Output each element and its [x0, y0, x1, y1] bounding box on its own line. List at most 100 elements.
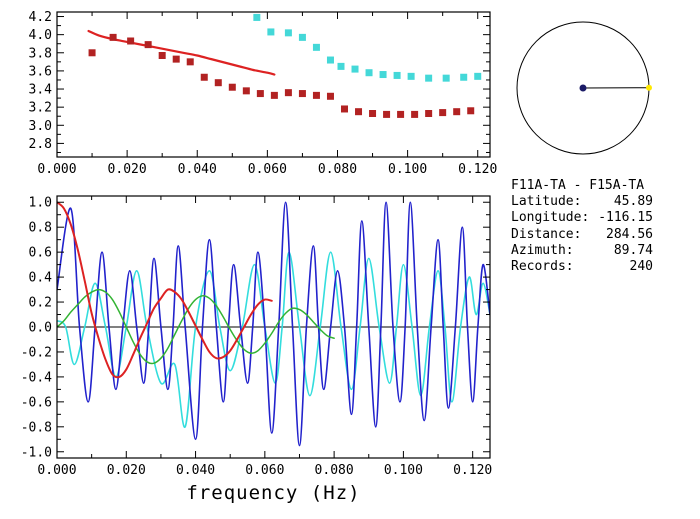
measured-dispersion-squares-marker: [298, 90, 306, 98]
reference-dispersion-squares-marker: [407, 72, 415, 80]
info-label-longitude: Longitude:: [511, 210, 590, 226]
reference-dispersion-squares-marker: [253, 13, 261, 21]
raw-coherency-blue: [57, 201, 490, 447]
measured-dispersion-squares-marker: [284, 89, 292, 97]
correlation-x-tick: 0.080: [315, 463, 354, 478]
reference-dispersion-squares-marker: [284, 29, 292, 37]
measured-dispersion-squares-marker: [109, 33, 117, 41]
info-row-records: Records: 240: [511, 259, 653, 275]
reference-station-dot: [579, 84, 587, 92]
measured-dispersion-squares-marker: [453, 108, 461, 116]
dispersion-x-tick: 0.120: [458, 162, 497, 177]
correlation-y-tick: 1.0: [29, 196, 52, 211]
info-value-distance: 284.56: [606, 226, 653, 242]
measured-dispersion-squares-marker: [411, 110, 419, 118]
measured-dispersion-squares-marker: [340, 105, 348, 113]
measured-dispersion-squares-marker: [256, 90, 264, 98]
measured-dispersion-squares-marker: [88, 49, 96, 57]
measured-dispersion-squares-marker: [127, 37, 135, 45]
correlation-x-tick: 0.060: [245, 463, 284, 478]
info-row-latitude: Latitude: 45.89: [511, 194, 653, 210]
reference-dispersion-squares-marker: [365, 69, 373, 77]
correlation-x-tick: 0.100: [384, 463, 423, 478]
dispersion-x-tick: 0.080: [318, 162, 357, 177]
dispersion-y-tick: 3.6: [29, 64, 52, 79]
dispersion-y-tick: 3.0: [29, 119, 52, 134]
dispersion-y-tick: 3.4: [29, 83, 53, 98]
measured-dispersion-squares-marker: [200, 73, 208, 81]
reference-dispersion-squares-marker: [393, 71, 401, 79]
measured-dispersion-squares-marker: [326, 92, 334, 100]
correlation-x-tick: 0.020: [107, 463, 146, 478]
measured-dispersion-squares-marker: [186, 58, 194, 66]
measured-dispersion-squares-marker: [397, 110, 405, 118]
correlation-x-tick: 0.000: [37, 463, 76, 478]
measured-dispersion-squares-marker: [425, 110, 433, 117]
info-value-azimuth: 89.74: [613, 242, 653, 258]
measured-dispersion-squares-marker: [369, 110, 377, 117]
correlation-x-tick: 0.120: [453, 463, 492, 478]
measured-dispersion-squares-marker: [467, 107, 475, 115]
dispersion-x-tick: 0.040: [178, 162, 217, 177]
correlation-y-tick: -0.2: [21, 345, 52, 360]
reference-dispersion-squares-marker: [326, 56, 334, 64]
info-row-longitude: Longitude: -116.15: [511, 210, 653, 226]
info-label-records: Records:: [511, 259, 574, 275]
info-label-latitude: Latitude:: [511, 194, 582, 210]
pair-station-dot: [645, 84, 652, 91]
info-value-latitude: 45.89: [613, 194, 653, 210]
smoothed-dispersion-curve: [87, 29, 276, 76]
coherency-waveform-plot: 0.000 0.020 0.040 0.060 0.080 0.100 0.120 -1.0 -…: [21, 195, 492, 504]
measured-dispersion-squares-marker: [144, 41, 152, 49]
dispersion-y-tick: 4.2: [29, 10, 52, 25]
correlation-x-axis-title: frequency (Hz): [186, 482, 360, 504]
dispersion-x-tick: 0.020: [108, 162, 147, 177]
dispersion-x-tick: 0.100: [388, 162, 427, 177]
dispersion-y-tick: 3.2: [29, 101, 52, 116]
measured-dispersion-squares-marker: [439, 109, 447, 117]
reference-dispersion-squares-marker: [298, 33, 306, 41]
measured-dispersion-squares-marker: [158, 52, 166, 59]
info-label-distance: Distance:: [511, 226, 582, 242]
info-row-azimuth: Azimuth: 89.74: [511, 243, 653, 259]
dispersion-y-tick: 2.8: [29, 137, 52, 152]
correlation-y-tick: 0.2: [29, 296, 52, 311]
measured-dispersion-squares-marker: [355, 108, 363, 116]
dispersion-y-tick: 4.0: [29, 28, 52, 43]
filtered-coherency-green: [57, 288, 335, 365]
azimuth-circle-plot: [516, 21, 652, 155]
dispersion-x-tick: 0.000: [37, 162, 76, 177]
dispersion-x-tick: 0.060: [248, 162, 287, 177]
measured-dispersion-squares-marker: [242, 87, 250, 95]
dispersion-y-tick: 3.8: [29, 46, 52, 61]
correlation-y-tick: -0.6: [21, 395, 52, 410]
reference-dispersion-squares-marker: [337, 62, 345, 70]
info-row-distance: Distance: 284.56: [511, 227, 653, 243]
info-label-azimuth: Azimuth:: [511, 242, 574, 258]
measured-dispersion-squares-marker: [214, 79, 222, 87]
reference-dispersion-squares-marker: [442, 74, 450, 82]
reference-dispersion-squares-marker: [312, 43, 320, 51]
bessel-fit-red: [57, 201, 273, 379]
measured-dispersion-squares-marker: [270, 91, 278, 99]
reference-dispersion-squares-marker: [474, 72, 482, 80]
dispersion-plot: 0.000 0.020 0.040 0.060 0.080 0.100 0.120 2.8 3.…: [29, 10, 498, 177]
info-value-records: 240: [629, 259, 653, 275]
correlation-y-tick: 0.0: [29, 321, 52, 336]
station-pair-title: F11A-TA - F15A-TA: [511, 178, 645, 193]
measured-dispersion-squares-marker: [172, 55, 180, 63]
measured-dispersion-squares-marker: [312, 91, 320, 99]
correlation-x-tick: 0.040: [176, 463, 215, 478]
reference-dispersion-squares-marker: [379, 71, 387, 79]
correlation-y-tick: 0.8: [29, 221, 52, 236]
measured-dispersion-squares-marker: [383, 110, 391, 118]
measured-dispersion-squares-marker: [228, 83, 236, 91]
correlation-y-tick: -1.0: [21, 445, 52, 460]
reference-dispersion-squares-marker: [267, 28, 275, 36]
correlation-y-tick: -0.4: [21, 370, 52, 385]
reference-dispersion-squares-marker: [425, 74, 433, 82]
reference-dispersion-squares-marker: [460, 73, 468, 81]
station-info-panel: F11A-TA - F15A-TA Latitude: 45.89 Longit…: [511, 178, 653, 275]
correlation-y-tick: 0.6: [29, 246, 52, 261]
